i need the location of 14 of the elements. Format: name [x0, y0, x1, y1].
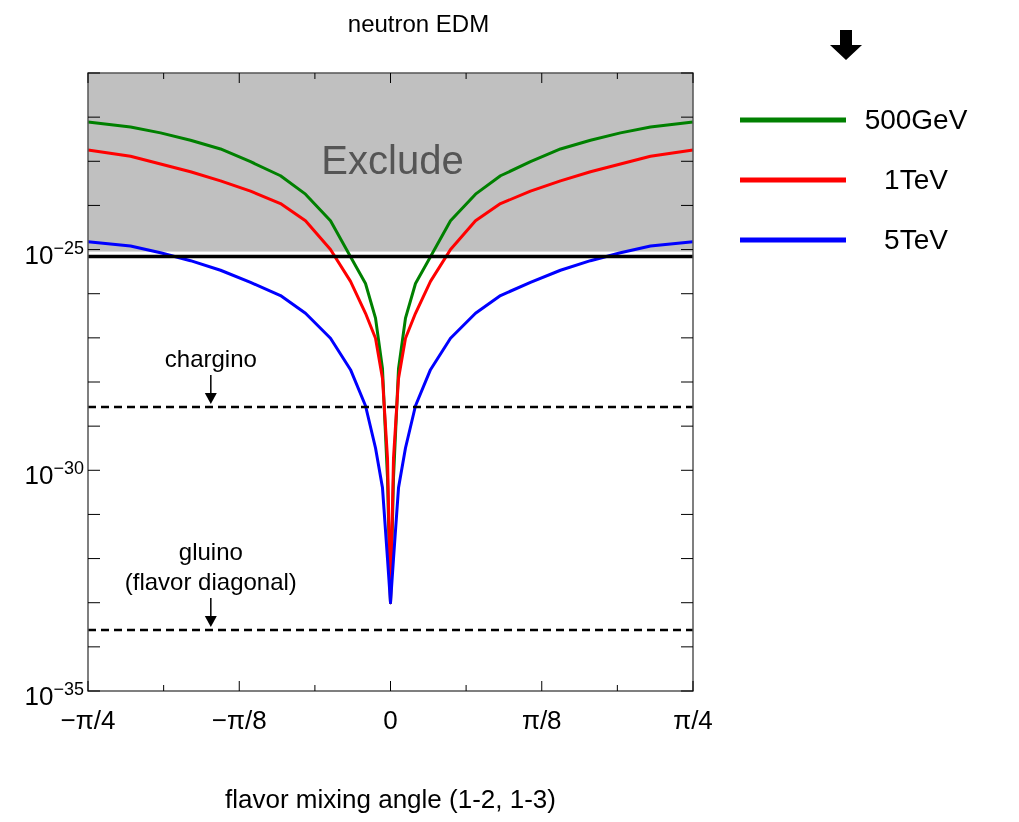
x-axis-title: flavor mixing angle (1-2, 1-3)	[225, 784, 556, 814]
band-label: Exclude	[321, 138, 464, 183]
x-tick-label: π/8	[521, 705, 562, 735]
ref-line-label: chargino	[164, 345, 257, 373]
x-tick-label: 0	[383, 705, 398, 735]
chart-title: neutron EDM	[347, 10, 490, 37]
x-tick-label: π/4	[673, 705, 713, 735]
y-tick-label: 10$^{−30}$	[24, 458, 84, 491]
legend-label: 500GeV	[864, 104, 968, 135]
legend-label: 1TeV	[884, 164, 949, 195]
ref-line-label: gluino (flavor diagonal)	[124, 538, 297, 596]
y-tick-label: 10$^{−25}$	[24, 237, 84, 270]
legend-label: 5TeV	[884, 224, 949, 255]
x-tick-label: −π/8	[211, 705, 267, 735]
